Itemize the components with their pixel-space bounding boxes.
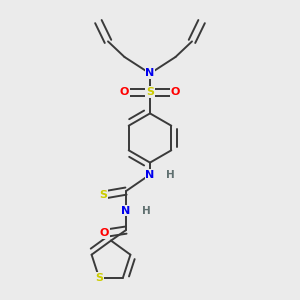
Text: S: S	[95, 272, 103, 283]
Text: O: O	[100, 228, 109, 239]
Text: H: H	[166, 169, 174, 180]
Text: H: H	[142, 206, 150, 216]
Text: O: O	[171, 87, 180, 97]
Text: N: N	[146, 169, 154, 180]
Text: S: S	[146, 87, 154, 97]
Text: N: N	[146, 68, 154, 79]
Text: S: S	[100, 190, 107, 200]
Text: N: N	[122, 206, 130, 216]
Text: O: O	[120, 87, 129, 97]
